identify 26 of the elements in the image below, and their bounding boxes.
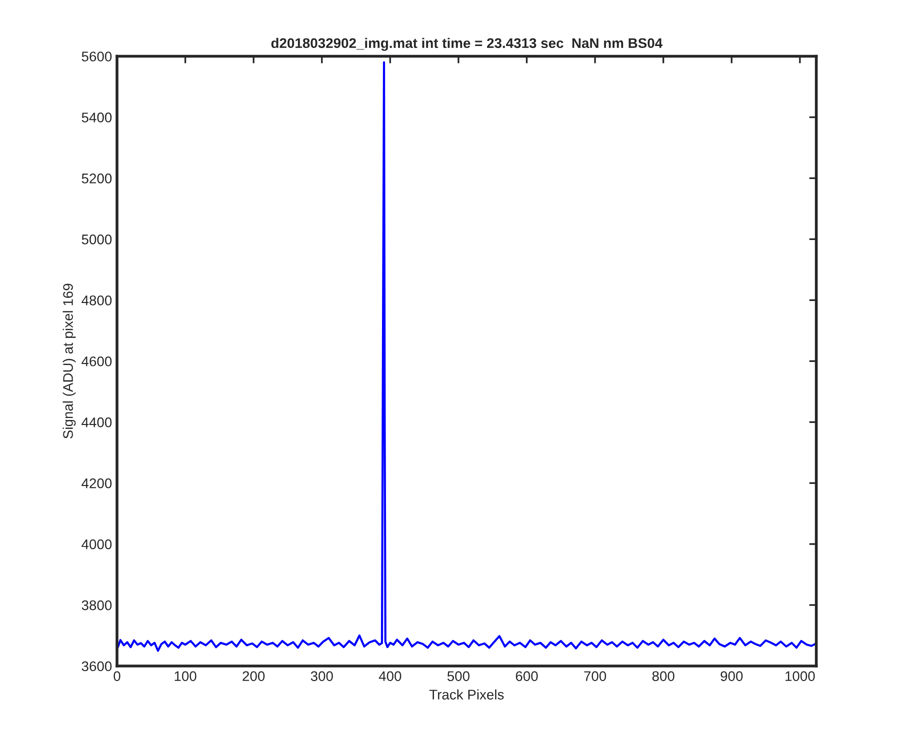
x-tick-label: 400	[378, 671, 402, 682]
y-tick-label: 5200	[82, 174, 112, 184]
x-tick-label: 700	[584, 671, 606, 682]
x-tick-label: 900	[720, 671, 743, 682]
x-tick-label: 600	[516, 671, 538, 682]
y-tick-label: 3800	[82, 600, 112, 610]
x-tick-label: 1000	[786, 671, 815, 682]
x-tick-label: 500	[447, 671, 470, 682]
y-tick-label: 4000	[82, 539, 112, 550]
x-axis-title: Track Pixels	[429, 689, 504, 700]
y-tick-label: 5600	[82, 52, 112, 62]
y-tick-label: 3600	[82, 661, 112, 672]
x-tick-label: 800	[652, 671, 674, 682]
y-tick-label: 4200	[82, 478, 112, 488]
y-axis-title: Signal (ADU) at pixel 169	[62, 284, 76, 438]
y-tick-label: 4400	[82, 417, 112, 428]
x-tick-label: 0	[114, 671, 120, 682]
x-tick-label: 100	[174, 671, 196, 682]
y-tick-label: 5400	[82, 112, 112, 122]
y-tick-label: 4800	[82, 295, 112, 306]
y-tick-label: 4600	[82, 356, 112, 366]
y-tick-label: 5000	[82, 234, 112, 244]
x-tick-label: 300	[310, 671, 333, 682]
line-series	[117, 61, 816, 652]
chart-title: d2018032902_img.mat int time = 23.4313 sec NaN nm BS04	[271, 38, 662, 51]
x-tick-label: 200	[242, 671, 265, 682]
